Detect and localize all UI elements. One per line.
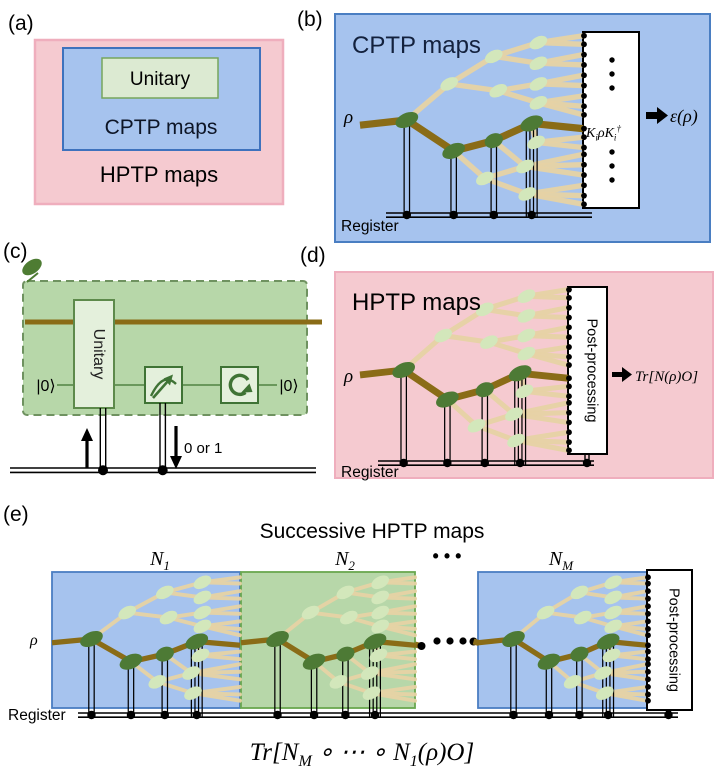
panel-d-label: (d) bbox=[300, 244, 326, 267]
map-label-n1: N1 bbox=[149, 548, 170, 573]
register-junction-dot bbox=[98, 465, 108, 476]
ellipsis-dots-bottom bbox=[609, 149, 615, 183]
panel-a-label: (a) bbox=[8, 12, 34, 35]
channel-output-b: ε(ρ) bbox=[670, 106, 698, 127]
tree-map-n2 bbox=[240, 575, 417, 720]
rho-input-d: ρ bbox=[343, 366, 353, 387]
tree-hptp bbox=[359, 286, 572, 468]
unitary-label-a: Unitary bbox=[130, 69, 191, 90]
register-label-d: Register bbox=[341, 464, 399, 481]
up-arrow-icon bbox=[81, 428, 93, 468]
unitary-register-wires bbox=[99, 408, 107, 469]
tree-cptp bbox=[359, 32, 587, 220]
cptp-title: CPTP maps bbox=[352, 32, 481, 59]
maps-ellipsis: • • • bbox=[433, 546, 462, 566]
arrow-right-icon-d bbox=[612, 367, 632, 382]
post-processing-box-e bbox=[646, 569, 693, 711]
ket-zero-in: |0⟩ bbox=[36, 378, 55, 395]
hptp-title: HPTP maps bbox=[352, 289, 481, 316]
register-junction-dot bbox=[582, 458, 592, 468]
register-label-e: Register bbox=[8, 707, 66, 724]
tree-map-n1 bbox=[51, 575, 242, 720]
panel-c-label: (c) bbox=[3, 240, 28, 263]
leaf-icon bbox=[22, 258, 42, 283]
hptp-label-a: HPTP maps bbox=[100, 162, 218, 187]
branching-tree-diagrams bbox=[51, 32, 651, 720]
unitary-gate-label: Unitary bbox=[90, 329, 107, 380]
panel-b-label: (b) bbox=[297, 8, 323, 31]
register-lines-b bbox=[386, 212, 592, 218]
rho-input-e: ρ bbox=[29, 632, 38, 649]
measurement-result-label: 0 or 1 bbox=[184, 440, 222, 457]
measurement-gauge-icon bbox=[144, 366, 183, 404]
map-chain-gap bbox=[414, 637, 480, 650]
register-junction-dot bbox=[664, 710, 673, 720]
measurement-register-wires bbox=[159, 403, 167, 469]
reset-icon bbox=[220, 366, 259, 404]
register-junction-dot bbox=[157, 465, 168, 476]
arrow-right-icon-b bbox=[646, 107, 668, 124]
rho-input-b: ρ bbox=[343, 107, 353, 128]
register-label-b: Register bbox=[341, 218, 399, 235]
post-processing-label-e: Post-processing bbox=[666, 588, 682, 692]
post-processing-box-d bbox=[567, 286, 608, 455]
post-processing-label-d: Post-processing bbox=[584, 319, 600, 423]
cptp-label-a: CPTP maps bbox=[105, 116, 218, 139]
ellipsis-dots-top bbox=[609, 57, 615, 91]
down-arrow-icon bbox=[170, 426, 182, 469]
kraus-term: KiρKi† bbox=[585, 124, 621, 143]
map-label-n2: N2 bbox=[334, 548, 355, 573]
trace-formula: Tr[NM ∘ ⋯ ∘ N1(ρ)O] bbox=[250, 739, 474, 770]
panel-e-label: (e) bbox=[3, 503, 29, 526]
successive-title: Successive HPTP maps bbox=[260, 520, 485, 543]
foreground-shapes bbox=[22, 57, 673, 720]
unitary-inner-rect bbox=[101, 57, 219, 99]
ket-zero-out: |0⟩ bbox=[279, 378, 298, 395]
map-label-nm: NM bbox=[548, 548, 574, 573]
channel-output-d: Tr[N(ρ)O] bbox=[635, 369, 698, 385]
tree-map-nm bbox=[477, 574, 651, 720]
unitary-gate-box bbox=[73, 299, 115, 409]
